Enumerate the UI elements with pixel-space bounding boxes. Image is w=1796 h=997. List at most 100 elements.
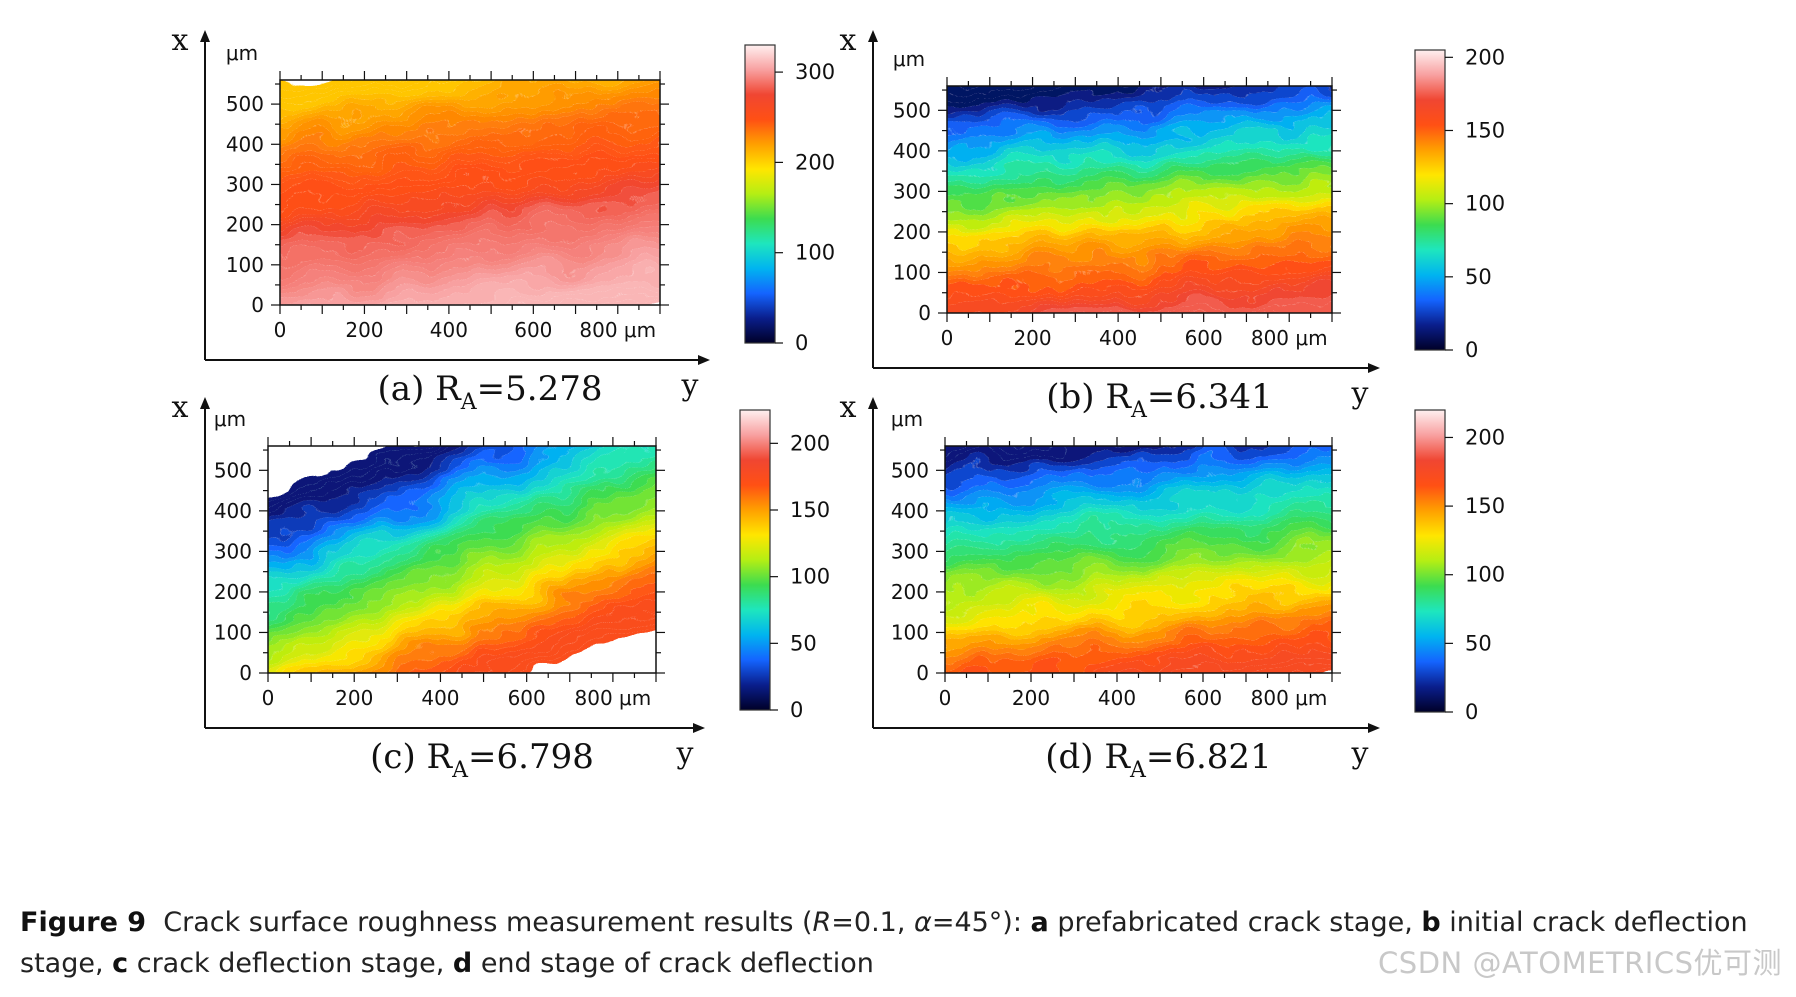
heatmap-band xyxy=(945,446,1041,457)
heatmap-band xyxy=(280,160,660,218)
heatmap-band xyxy=(280,80,660,136)
heatmap-band xyxy=(280,167,660,225)
x-tick-label: 400 xyxy=(421,686,459,710)
heatmap-band xyxy=(945,525,1332,574)
heatmap-band xyxy=(268,450,656,607)
colorbar-tick-label: 100 xyxy=(1465,192,1505,216)
heatmap-band xyxy=(497,283,660,305)
outer-y-arrow xyxy=(1368,363,1380,373)
heatmap-band xyxy=(947,107,1332,148)
heatmap-band xyxy=(945,476,1332,526)
x-tick-label: 400 xyxy=(1099,326,1137,350)
panel-title-label: (b) R xyxy=(1046,377,1132,417)
x-tick-label: 0 xyxy=(274,318,287,342)
heatmap-band xyxy=(489,608,656,673)
heatmap-band xyxy=(268,446,417,504)
chart-panel-a: 0 100 200 300 400 500 0 200 400 600 800 μm μm x y (a) … xyxy=(172,23,836,415)
colorbar-tick-label: 50 xyxy=(1465,631,1492,655)
heatmap-band xyxy=(280,106,660,163)
y-tick-label: 500 xyxy=(893,98,931,122)
heatmap-band xyxy=(945,580,1332,629)
heatmap-band xyxy=(280,208,660,266)
y-tick-label: 100 xyxy=(214,620,252,644)
heatmap-band xyxy=(268,484,656,642)
y-tick-label: 400 xyxy=(214,499,252,523)
x-tick-label: 600 xyxy=(514,318,552,342)
y-tick-label: 500 xyxy=(226,92,264,116)
heatmap-band xyxy=(947,141,1332,182)
x-tick-label: 600 xyxy=(508,686,546,710)
panel-title-value: =6.798 xyxy=(468,737,594,777)
heatmap-band xyxy=(1108,649,1332,673)
axis-letter-y: y xyxy=(681,368,699,403)
heatmap-band xyxy=(268,446,614,579)
heatmap-band xyxy=(947,86,1332,127)
heatmap-band xyxy=(947,238,1332,279)
heatmap-band xyxy=(268,446,453,517)
heatmap-band xyxy=(945,446,976,450)
heatmap-band xyxy=(945,504,1332,553)
outer-y-arrow xyxy=(698,355,710,365)
colorbar-d xyxy=(1414,409,1446,713)
heatmap-band xyxy=(268,491,656,648)
heatmap-band xyxy=(1021,286,1332,313)
heatmap-band xyxy=(945,446,1169,470)
heatmap-band xyxy=(945,614,1332,663)
heatmap-band xyxy=(945,566,1332,615)
panel-title-label: (c) R xyxy=(370,737,453,777)
caption-part-c-letter: c xyxy=(112,948,129,979)
axis-letter-x: x xyxy=(172,390,189,425)
heatmap-band xyxy=(280,201,660,259)
caption-part-b-text: initial crack deflection stage, xyxy=(20,907,1748,979)
y-tick-label: 200 xyxy=(226,213,264,237)
heatmap-band xyxy=(945,446,1298,484)
watermark: CSDN @ATOMETRICS优可测 xyxy=(1378,946,1782,980)
heatmap-band xyxy=(947,203,1332,244)
heatmap-band xyxy=(280,188,660,245)
heatmap-surface-b xyxy=(947,86,1332,313)
colorbar-tick-label: 100 xyxy=(790,565,830,589)
heatmap-band xyxy=(945,456,1332,505)
heatmap-band xyxy=(947,120,1332,161)
heatmap-band xyxy=(340,263,660,305)
axis-letter-x: x xyxy=(172,23,189,58)
heatmap-band xyxy=(947,100,1332,141)
heatmap-band xyxy=(280,140,660,197)
heatmap-band xyxy=(947,93,1332,134)
panel-title-c: (c) RA=6.798 xyxy=(370,737,594,783)
colorbar-tick-label: 150 xyxy=(1465,118,1505,142)
heatmap-band xyxy=(1262,306,1332,313)
heatmap-band xyxy=(947,244,1332,285)
heatmap-band xyxy=(280,80,443,102)
heatmap-band xyxy=(280,80,390,95)
panel-title-subscript: A xyxy=(451,758,469,783)
heatmap-band xyxy=(947,127,1332,168)
panel-title-subscript: A xyxy=(460,390,478,415)
axis-letter-y: y xyxy=(676,736,694,771)
outer-x-arrow xyxy=(868,30,878,42)
heatmap-band xyxy=(268,471,656,628)
colorbar-tick-label: 200 xyxy=(1465,45,1505,69)
heatmap-band xyxy=(280,80,495,108)
x-tick-label: 400 xyxy=(430,318,468,342)
heatmap-band xyxy=(268,505,656,662)
outer-x-arrow xyxy=(200,30,210,42)
caption-R: R xyxy=(812,907,832,938)
heatmap-band xyxy=(280,147,660,204)
caption-part-d-letter: d xyxy=(452,948,473,979)
heatmap-band xyxy=(280,195,660,252)
heatmap-band xyxy=(435,588,656,673)
y-tick-label: 400 xyxy=(226,132,264,156)
heatmap-c xyxy=(268,446,656,673)
colorbar-tick-label: 100 xyxy=(795,241,835,265)
heatmap-band xyxy=(945,511,1332,560)
heatmap-band xyxy=(947,86,1258,113)
panel-title-d: (d) RA=6.821 xyxy=(1045,737,1271,783)
heatmap-band xyxy=(268,446,435,511)
caption-part-b-letter: b xyxy=(1421,907,1441,938)
heatmap-band xyxy=(268,446,650,593)
panel-title-value: =6.341 xyxy=(1147,377,1273,417)
heatmap-band xyxy=(280,215,660,272)
